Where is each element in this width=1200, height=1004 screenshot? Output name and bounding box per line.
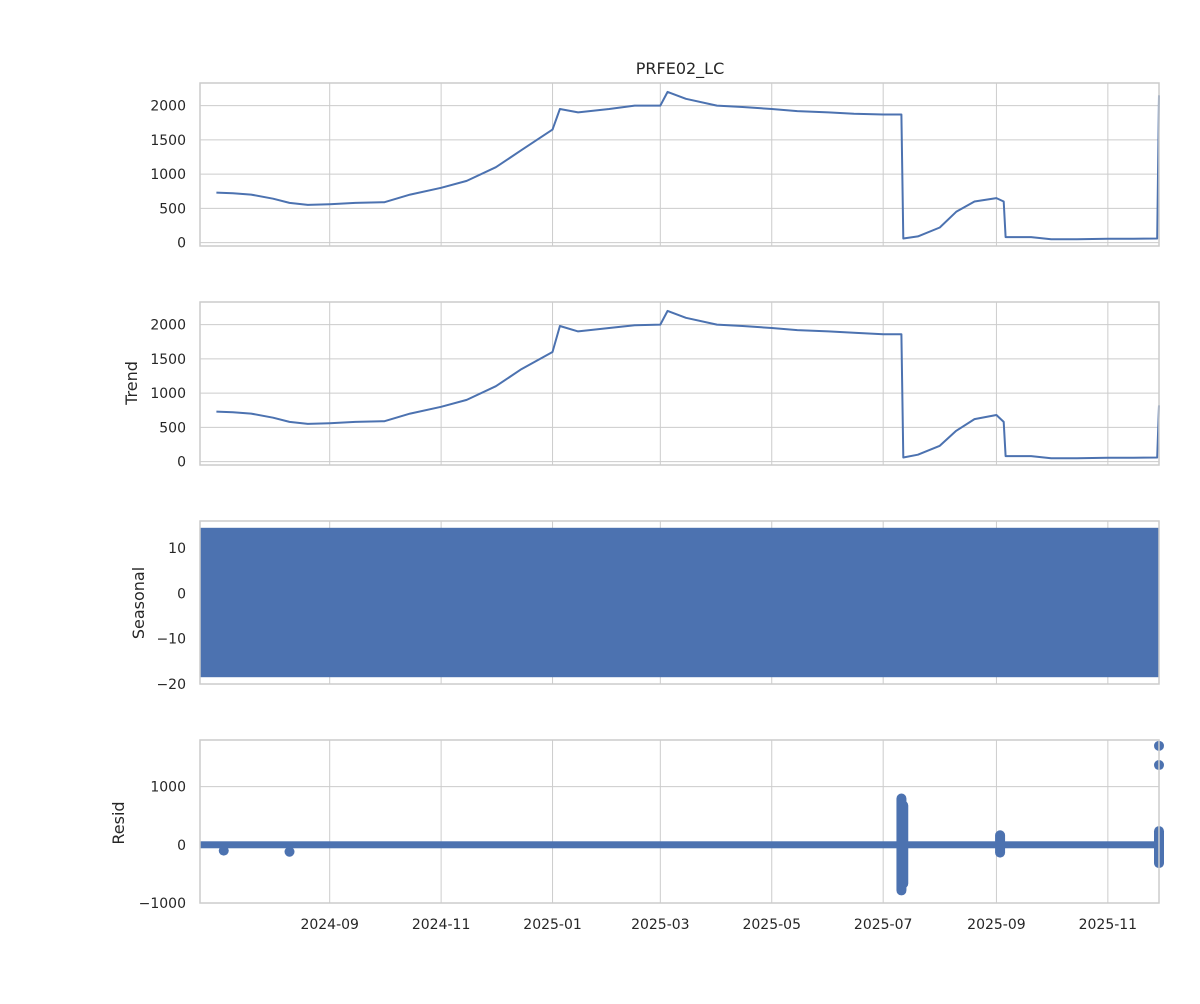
residual-spike: [995, 830, 1006, 858]
panel-frame: [199, 301, 1160, 466]
residual-spike: [898, 800, 909, 889]
y-tick-label: 10: [168, 541, 186, 557]
x-tick-label: 2025-03: [631, 917, 690, 933]
y-axis-label-trend: Trend: [122, 361, 141, 406]
y-tick-label: 0: [177, 586, 186, 602]
resid-panel: Resid −1000 0 1000 2024-09 2024-11 2025-01 202…: [109, 739, 1164, 933]
y-axis-label-resid: Resid: [109, 801, 128, 844]
y-tick-label: 2000: [150, 318, 186, 334]
x-tick-label: 2025-11: [1079, 917, 1138, 933]
y-tick-label: 0: [177, 455, 186, 471]
seasonal-panel: Seasonal −20 −10 0 10: [129, 520, 1160, 693]
trend-panel: Trend 0 500 1000 1500 2000: [122, 301, 1160, 471]
y-tick-label: 1500: [150, 352, 186, 368]
y-tick-label: 1000: [150, 386, 186, 402]
y-tick-label: −10: [156, 632, 186, 648]
y-tick-label: 1500: [150, 133, 186, 149]
residual-band: [200, 841, 1159, 849]
x-tick-label: 2025-09: [967, 917, 1026, 933]
residual-point: [284, 846, 295, 857]
y-tick-label: 0: [177, 236, 186, 252]
y-tick-label: 500: [159, 420, 186, 436]
x-tick-label: 2025-05: [742, 917, 801, 933]
panel-frame: [199, 739, 1160, 904]
series-line: [216, 90, 1160, 241]
y-axis-label-seasonal: Seasonal: [129, 567, 148, 639]
panel-frame: [199, 520, 1160, 685]
x-tick-label: 2024-11: [412, 917, 471, 933]
y-tick-label: 0: [177, 838, 186, 854]
y-tick-label: −1000: [139, 896, 186, 912]
y-tick-label: 500: [159, 201, 186, 217]
x-tick-label: 2024-09: [300, 917, 359, 933]
observed-panel: PRFE02_LC 0 500 1000 1500 2000: [150, 59, 1160, 252]
residual-point: [218, 845, 229, 856]
x-tick-label: 2025-07: [854, 917, 913, 933]
series-line: [216, 309, 1160, 460]
seasonal-band: [200, 527, 1159, 678]
panel-title: PRFE02_LC: [636, 59, 725, 79]
y-tick-label: 2000: [150, 99, 186, 115]
y-tick-label: −20: [156, 677, 186, 693]
y-tick-label: 1000: [150, 780, 186, 796]
x-tick-label: 2025-01: [523, 917, 582, 933]
y-tick-label: 1000: [150, 167, 186, 183]
panel-frame: [199, 82, 1160, 247]
